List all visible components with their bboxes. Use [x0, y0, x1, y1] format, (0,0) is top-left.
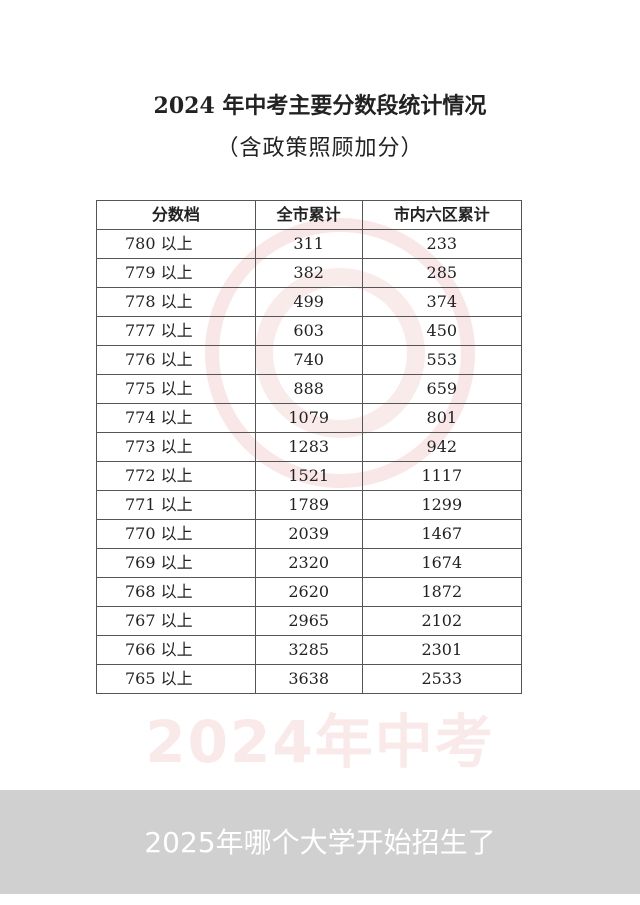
table-row: 773 以上 1283 942	[96, 432, 523, 462]
cell-score: 771 以上	[96, 490, 256, 520]
cell-six-districts-total: 659	[361, 374, 523, 404]
header-score: 分数档	[96, 200, 256, 230]
document-title: 2024 年中考主要分数段统计情况	[153, 93, 487, 119]
cell-six-districts-total: 1872	[361, 577, 523, 607]
cell-city-total: 1521	[254, 461, 363, 491]
cell-score: 779 以上	[96, 258, 256, 288]
table-row: 776 以上 740 553	[96, 345, 523, 375]
cell-six-districts-total: 285	[361, 258, 523, 288]
cell-city-total: 3638	[254, 664, 363, 694]
cell-city-total: 1789	[254, 490, 363, 520]
cell-city-total: 499	[254, 287, 363, 317]
table-row: 780 以上 311 233	[96, 229, 523, 259]
table-header-row: 分数档 全市累计 市内六区累计	[96, 200, 523, 230]
cell-city-total: 311	[254, 229, 363, 259]
table-row: 767 以上 2965 2102	[96, 606, 523, 636]
cell-six-districts-total: 942	[361, 432, 523, 462]
banner-text: 2025年哪个大学开始招生了	[144, 826, 496, 859]
cell-city-total: 740	[254, 345, 363, 375]
cell-score: 772 以上	[96, 461, 256, 491]
cell-city-total: 888	[254, 374, 363, 404]
overlay-banner	[0, 790, 640, 894]
cell-score: 767 以上	[96, 606, 256, 636]
cell-score: 766 以上	[96, 635, 256, 665]
table-row: 770 以上 2039 1467	[96, 519, 523, 549]
table-row: 765 以上 3638 2533	[96, 664, 523, 694]
table-row: 775 以上 888 659	[96, 374, 523, 404]
cell-score: 769 以上	[96, 548, 256, 578]
table-row: 774 以上 1079 801	[96, 403, 523, 433]
cell-city-total: 2320	[254, 548, 363, 578]
cell-six-districts-total: 233	[361, 229, 523, 259]
table-row: 779 以上 382 285	[96, 258, 523, 288]
cell-city-total: 1283	[254, 432, 363, 462]
table-row: 778 以上 499 374	[96, 287, 523, 317]
table-row: 769 以上 2320 1674	[96, 548, 523, 578]
cell-city-total: 603	[254, 316, 363, 346]
cell-score: 775 以上	[96, 374, 256, 404]
cell-city-total: 2965	[254, 606, 363, 636]
cell-score: 780 以上	[96, 229, 256, 259]
cell-city-total: 2620	[254, 577, 363, 607]
table-row: 777 以上 603 450	[96, 316, 523, 346]
cell-six-districts-total: 450	[361, 316, 523, 346]
cell-six-districts-total: 1467	[361, 519, 523, 549]
cell-six-districts-total: 2533	[361, 664, 523, 694]
cell-score: 768 以上	[96, 577, 256, 607]
cell-six-districts-total: 2301	[361, 635, 523, 665]
header-city-total: 全市累计	[254, 200, 363, 230]
cell-city-total: 1079	[254, 403, 363, 433]
cell-six-districts-total: 374	[361, 287, 523, 317]
cell-six-districts-total: 1299	[361, 490, 523, 520]
table-row: 772 以上 1521 1117	[96, 461, 523, 491]
cell-six-districts-total: 1674	[361, 548, 523, 578]
table-row: 768 以上 2620 1872	[96, 577, 523, 607]
cell-score: 770 以上	[96, 519, 256, 549]
cell-score: 776 以上	[96, 345, 256, 375]
document-subtitle: （含政策照顾加分）	[216, 136, 424, 161]
score-statistics-table: 分数档 全市累计 市内六区累计 780 以上 311 233 779 以上 382 285…	[96, 200, 523, 694]
cell-score: 778 以上	[96, 287, 256, 317]
cell-score: 774 以上	[96, 403, 256, 433]
cell-six-districts-total: 553	[361, 345, 523, 375]
cell-six-districts-total: 2102	[361, 606, 523, 636]
header-six-districts-total: 市内六区累计	[361, 200, 523, 230]
table-row: 766 以上 3285 2301	[96, 635, 523, 665]
cell-score: 773 以上	[96, 432, 256, 462]
cell-score: 765 以上	[96, 664, 256, 694]
table-row: 771 以上 1789 1299	[96, 490, 523, 520]
cell-city-total: 2039	[254, 519, 363, 549]
cell-six-districts-total: 801	[361, 403, 523, 433]
cell-score: 777 以上	[96, 316, 256, 346]
cell-city-total: 382	[254, 258, 363, 288]
watermark-text: 2024年中考	[145, 708, 495, 776]
cell-city-total: 3285	[254, 635, 363, 665]
cell-six-districts-total: 1117	[361, 461, 523, 491]
